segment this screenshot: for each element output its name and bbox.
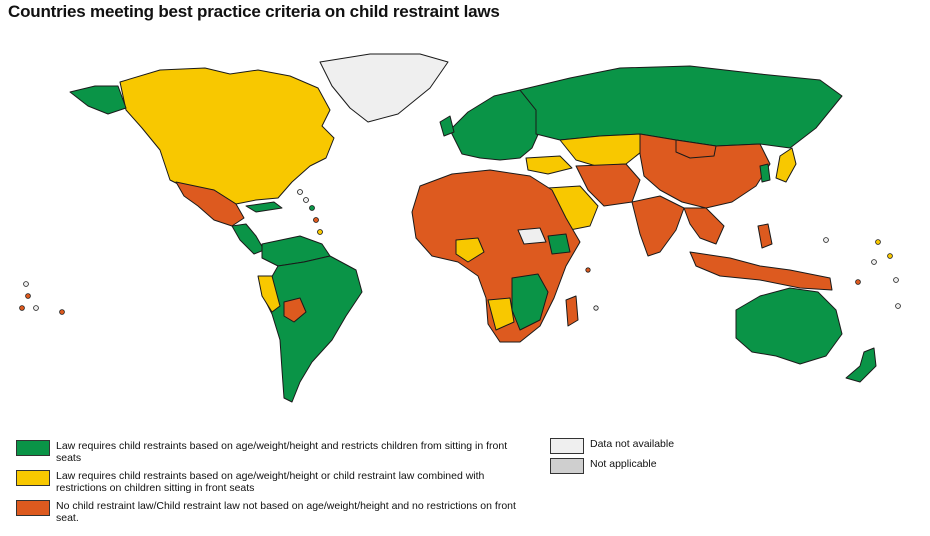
region-southern-africa-green [511, 273, 549, 331]
region-bolivia [283, 297, 307, 323]
region-new-zealand [845, 347, 877, 383]
island-dot [297, 189, 303, 195]
island-dot [893, 277, 899, 283]
island-dot [23, 281, 29, 287]
island-dot [593, 305, 599, 311]
region-madagascar [565, 295, 579, 327]
legend-label-yellow: Law requires child restraints based on a… [56, 470, 485, 494]
region-nigeria [455, 237, 485, 263]
island-dot [309, 205, 315, 211]
island-dot [895, 303, 901, 309]
island-dot [303, 197, 309, 203]
legend-label-no-data: Data not available [590, 438, 675, 450]
region-australia [735, 287, 843, 365]
region-india [631, 195, 685, 257]
island-dot [887, 253, 893, 259]
island-dot [313, 217, 319, 223]
region-mongolia [675, 139, 717, 159]
island-dot [871, 259, 877, 265]
legend: Law requires child restraints based on a… [0, 430, 930, 536]
legend-label-not-applicable: Not applicable [590, 458, 657, 470]
island-dot [317, 229, 323, 235]
region-kazakhstan [559, 133, 647, 167]
world-map [0, 30, 930, 430]
region-japan [775, 147, 797, 183]
legend-item-no-data: Data not available [550, 438, 674, 454]
legend-item-orange: No child restraint law/Child restraint l… [16, 500, 526, 524]
region-russia [519, 65, 843, 149]
region-europe [449, 89, 541, 161]
island-dot [823, 237, 829, 243]
region-korea [759, 163, 771, 183]
legend-swatch-no-data [550, 438, 584, 454]
region-ethiopia [547, 233, 571, 255]
legend-swatch-orange [16, 500, 50, 516]
legend-swatch-yellow [16, 470, 50, 486]
legend-item-yellow: Law requires child restraints based on a… [16, 470, 526, 494]
island-dot [25, 293, 31, 299]
region-indonesia [689, 251, 833, 291]
island-dot [33, 305, 39, 311]
legend-label-green: Law requires child restraints based on a… [56, 440, 508, 464]
world-map-svg [19, 53, 901, 403]
region-se-asia [683, 207, 725, 245]
island-dot [59, 309, 65, 315]
legend-item-green: Law requires child restraints based on a… [16, 440, 526, 464]
legend-label-orange: No child restraint law/Child restraint l… [56, 500, 516, 524]
region-brazil [261, 255, 363, 403]
island-dot [855, 279, 861, 285]
region-peru [257, 275, 281, 313]
region-angola [487, 297, 515, 331]
island-dot [585, 267, 591, 273]
region-philippines [757, 223, 773, 249]
region-cuba [245, 201, 283, 213]
island-dot [19, 305, 25, 311]
legend-swatch-green [16, 440, 50, 456]
region-central-america [231, 223, 265, 255]
legend-swatch-not-applicable [550, 458, 584, 474]
island-dot [875, 239, 881, 245]
region-uk [439, 115, 455, 137]
region-turkey [525, 155, 573, 175]
region-alaska [69, 85, 127, 115]
region-greenland [319, 53, 449, 123]
map-title: Countries meeting best practice criteria… [8, 2, 500, 21]
region-north-america [119, 67, 335, 205]
region-south-sudan [517, 227, 547, 245]
legend-item-not-applicable: Not applicable [550, 458, 657, 474]
